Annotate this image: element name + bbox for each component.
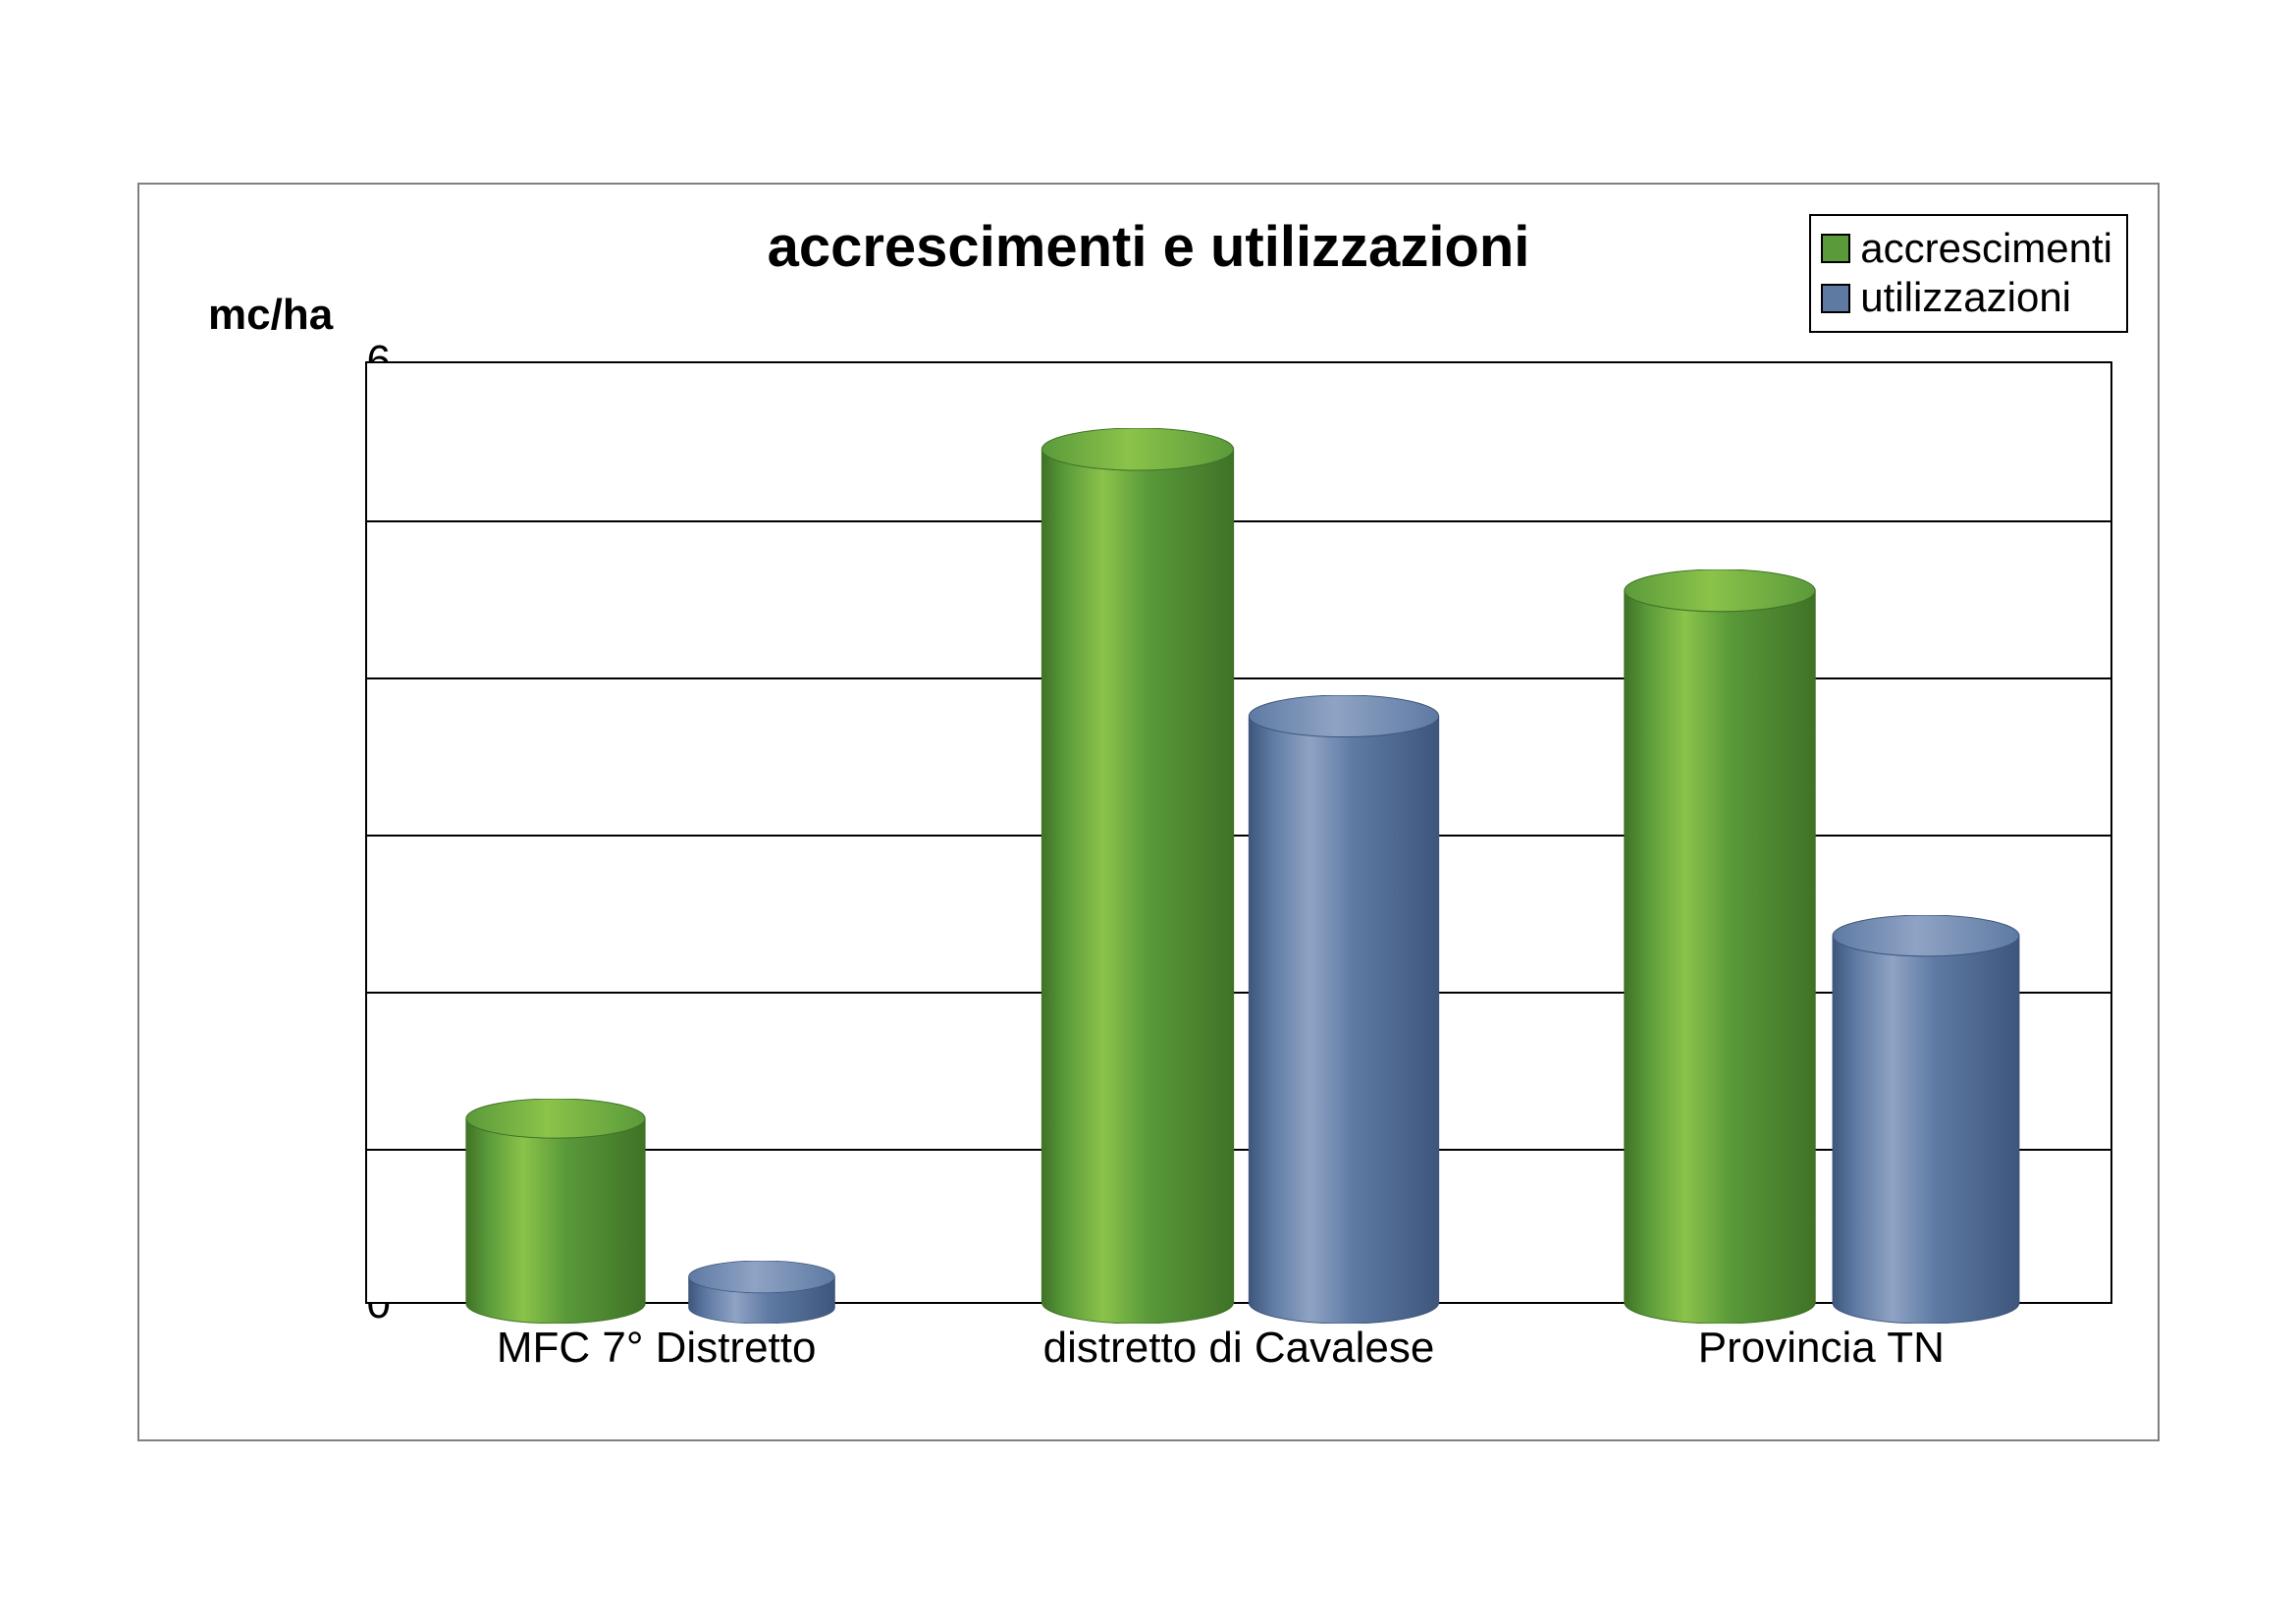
xtick-label: distretto di Cavalese	[1043, 1324, 1435, 1373]
y-axis-unit-label: mc/ha	[208, 291, 333, 340]
bar-utilizzazioni-1	[1246, 674, 1442, 1302]
legend-swatch-utilizzazioni	[1821, 284, 1850, 313]
bar-shape	[1828, 915, 2024, 1324]
chart-container: accrescimenti e utilizzazioni mc/ha accr…	[137, 183, 2160, 1441]
bar-utilizzazioni-0	[664, 1239, 860, 1302]
gridline	[367, 835, 2110, 837]
gridline	[367, 520, 2110, 522]
plot-area	[365, 361, 2112, 1304]
bar-accrescimenti-2	[1622, 548, 1818, 1302]
legend-swatch-accrescimenti	[1821, 234, 1850, 263]
bar-shape	[1246, 695, 1442, 1324]
page-root: accrescimenti e utilizzazioni mc/ha accr…	[0, 0, 2296, 1624]
bar-shape	[1040, 428, 1236, 1324]
bar-accrescimenti-1	[1040, 406, 1236, 1302]
xtick-label: Provincia TN	[1698, 1324, 1945, 1373]
bar-shape	[664, 1261, 860, 1324]
bar-shape	[1622, 569, 1818, 1324]
bar-shape	[457, 1099, 654, 1324]
gridline	[367, 677, 2110, 679]
legend-label-accrescimenti: accrescimenti	[1860, 224, 2112, 273]
bar-utilizzazioni-2	[1828, 893, 2024, 1302]
legend: accrescimenti utilizzazioni	[1809, 214, 2128, 333]
legend-label-utilizzazioni: utilizzazioni	[1860, 273, 2071, 322]
bar-accrescimenti-0	[457, 1077, 654, 1302]
legend-item-utilizzazioni: utilizzazioni	[1821, 273, 2112, 322]
legend-item-accrescimenti: accrescimenti	[1821, 224, 2112, 273]
xtick-label: MFC 7° Distretto	[497, 1324, 817, 1373]
